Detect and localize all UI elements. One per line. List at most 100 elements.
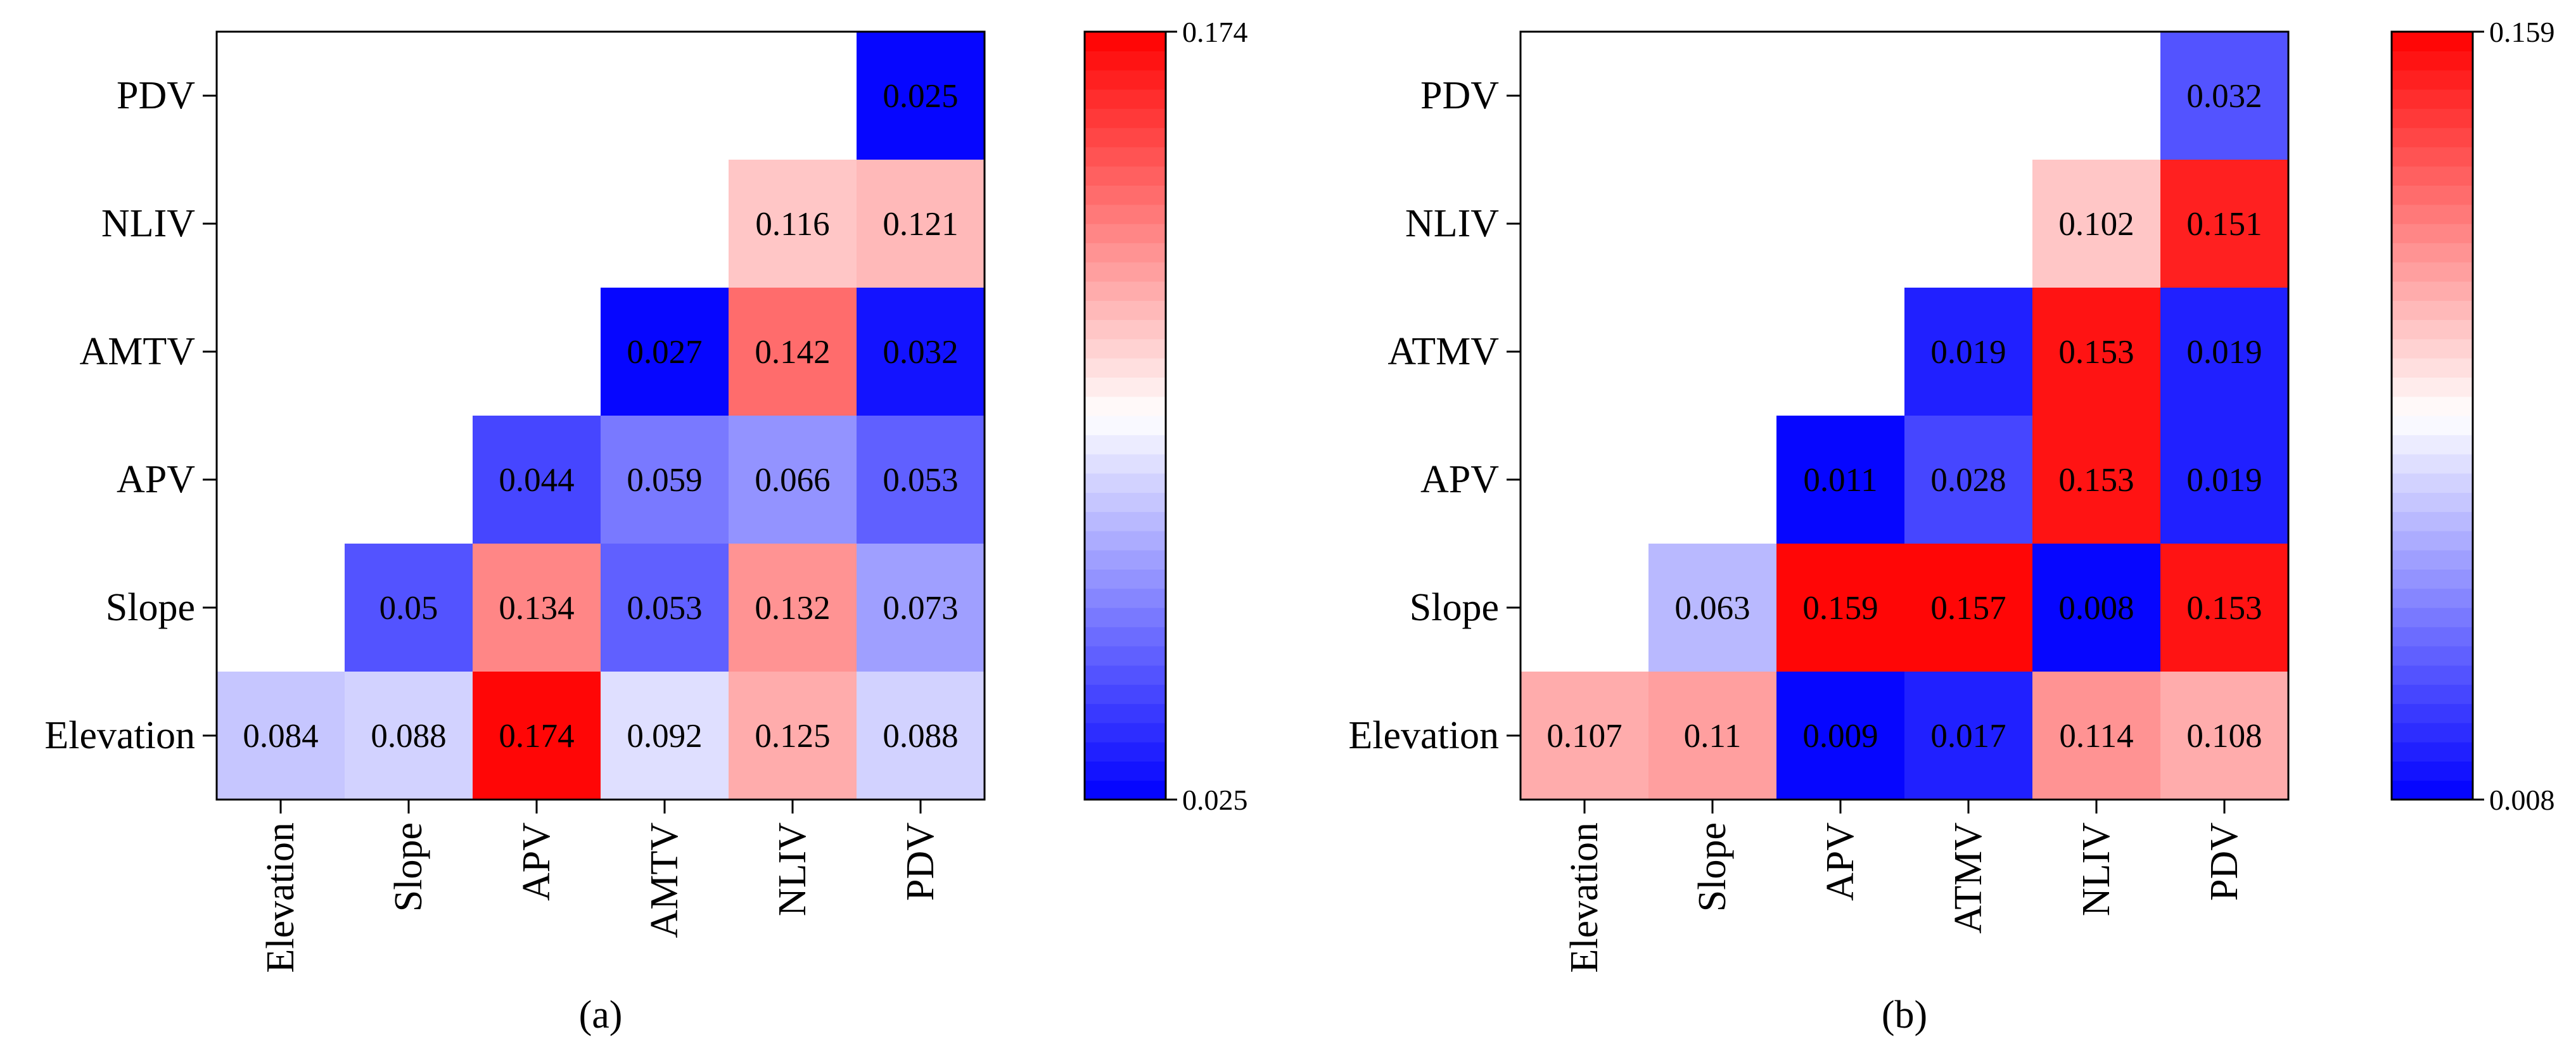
- heatmap-cell: [729, 160, 857, 288]
- cell-value-label: 0.142: [755, 334, 830, 371]
- colorbar-step: [1085, 473, 1166, 493]
- colorbar-step: [2392, 262, 2473, 282]
- colorbar-step: [1085, 224, 1166, 243]
- cell-value-label: 0.019: [2186, 462, 2262, 499]
- colorbar-step: [1085, 550, 1166, 570]
- x-tick-label: NLIV: [771, 822, 814, 916]
- heatmap-cell: [1904, 544, 2032, 672]
- colorbar-step: [2392, 742, 2473, 762]
- heatmap-cell: [1776, 672, 1904, 800]
- colorbar-step: [1085, 722, 1166, 743]
- colorbar-step: [2392, 780, 2473, 800]
- y-tick-label: PDV: [117, 74, 195, 117]
- x-tick-label: Slope: [387, 822, 430, 912]
- heatmap-cell: [345, 672, 473, 800]
- heatmap-cell: [473, 544, 601, 672]
- colorbar-step: [1085, 108, 1166, 129]
- colorbar-step: [2392, 646, 2473, 666]
- colorbar-step: [1085, 70, 1166, 90]
- x-tick-label: PDV: [2203, 822, 2246, 901]
- colorbar-step: [1085, 703, 1166, 724]
- cell-value-label: 0.102: [2058, 206, 2134, 243]
- heatmap-cell: [473, 416, 601, 544]
- heatmap-cell: [1648, 672, 1776, 800]
- colorbar-step: [2392, 281, 2473, 301]
- colorbar-step: [1085, 51, 1166, 71]
- heatmap-cell: [601, 544, 729, 672]
- colorbar-step: [2392, 396, 2473, 416]
- colorbar-step: [1085, 665, 1166, 685]
- heatmap-cell: [2032, 160, 2160, 288]
- colorbar-step: [2392, 146, 2473, 167]
- y-tick-label: NLIV: [1405, 202, 1499, 245]
- heatmap-cell: [473, 672, 601, 800]
- colorbar-step: [1085, 338, 1166, 359]
- heatmap-panel-a: 0.084 0.088 0.174 0.092 0.125 0.088 0.05 0.134 0…: [44, 16, 1247, 1037]
- colorbar-step: [2392, 454, 2473, 474]
- cell-value-label: 0.059: [627, 462, 702, 499]
- heatmap-cell: [601, 288, 729, 416]
- x-tick-label: PDV: [899, 822, 942, 901]
- colorbar-step: [2392, 89, 2473, 109]
- colorbar-step: [2392, 473, 2473, 493]
- x-tick-label: Slope: [1691, 822, 1734, 912]
- colorbar-step: [2392, 761, 2473, 781]
- cell-value-label: 0.134: [499, 590, 574, 627]
- heatmap-cell: [2032, 288, 2160, 416]
- cell-value-label: 0.053: [627, 590, 702, 627]
- heatmap-cell: [2160, 160, 2288, 288]
- colorbar-max-label: 0.174: [1182, 16, 1248, 48]
- heatmap-cell: [345, 544, 473, 672]
- heatmap-cell: [857, 32, 985, 160]
- cell-value-label: 0.151: [2186, 206, 2262, 243]
- cell-value-label: 0.132: [755, 590, 830, 627]
- colorbar-step: [2392, 435, 2473, 455]
- cell-value-label: 0.11: [1684, 718, 1742, 755]
- colorbar-max-label: 0.159: [2489, 16, 2555, 48]
- heatmap-cell: [857, 672, 985, 800]
- colorbar-step: [2392, 665, 2473, 685]
- heatmap-cell: [1648, 544, 1776, 672]
- heatmap-cell: [857, 544, 985, 672]
- colorbar-step: [1085, 300, 1166, 321]
- colorbar-step: [2392, 108, 2473, 129]
- heatmap-cell: [2160, 544, 2288, 672]
- colorbar-step: [1085, 492, 1166, 513]
- cell-value-label: 0.063: [1674, 590, 1750, 627]
- heatmap-cell: [2160, 288, 2288, 416]
- colorbar-min-label: 0.008: [2489, 784, 2555, 816]
- colorbar-step: [2392, 204, 2473, 224]
- colorbar-step: [2392, 627, 2473, 647]
- cell-value-label: 0.032: [883, 334, 958, 371]
- colorbar: 0.159 0.008: [2390, 16, 2555, 816]
- cell-value-label: 0.153: [2186, 590, 2262, 627]
- colorbar-step: [2392, 684, 2473, 705]
- colorbar-step: [1085, 780, 1166, 800]
- colorbar-frame: [1083, 30, 1167, 801]
- colorbar-step: [1085, 742, 1166, 762]
- cell-value-label: 0.088: [883, 718, 958, 755]
- colorbar-step: [2392, 550, 2473, 570]
- cell-value-label: 0.116: [755, 206, 829, 243]
- colorbar-step: [2392, 569, 2473, 589]
- colorbar-step: [1085, 127, 1166, 148]
- cell-value-label: 0.028: [1930, 462, 2006, 499]
- y-tick-label: APV: [117, 458, 195, 501]
- y-tick-label: Elevation: [1348, 714, 1499, 757]
- cell-value-label: 0.032: [2186, 78, 2262, 115]
- colorbar-step: [2392, 358, 2473, 378]
- cell-value-label: 0.011: [1803, 462, 1877, 499]
- heatmap-cell: [857, 416, 985, 544]
- heatmap-cell: [1776, 416, 1904, 544]
- colorbar-step: [1085, 89, 1166, 109]
- y-tick-label: Slope: [106, 586, 195, 629]
- colorbar-step: [1085, 243, 1166, 263]
- colorbar-step: [1085, 416, 1166, 435]
- colorbar-step: [1085, 627, 1166, 647]
- cell-value-label: 0.073: [883, 590, 958, 627]
- y-tick-label: NLIV: [101, 202, 195, 245]
- x-tick-label: AMTV: [643, 822, 686, 938]
- heatmap-cell: [729, 544, 857, 672]
- heatmap-cell: [2032, 416, 2160, 544]
